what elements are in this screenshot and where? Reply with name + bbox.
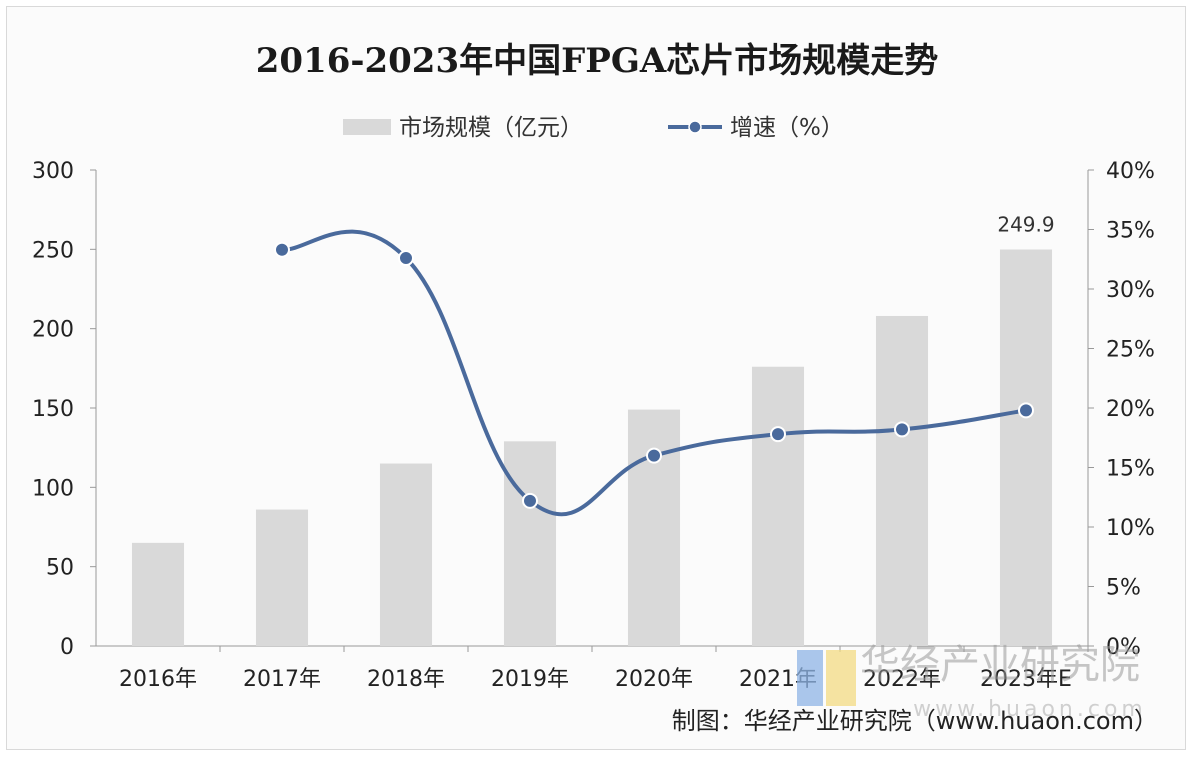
left-tick-label: 0	[60, 635, 74, 660]
left-tick-label: 150	[32, 397, 74, 422]
watermark-url: www.huaon.com	[913, 697, 1147, 722]
growth-marker	[522, 492, 538, 509]
x-tick-label: 2019年	[491, 667, 569, 692]
right-tick-label: 5%	[1106, 576, 1141, 601]
growth-marker	[894, 421, 910, 438]
bar	[255, 509, 309, 646]
legend-line-marker	[688, 120, 702, 134]
right-tick-label: 30%	[1106, 278, 1155, 303]
legend-line-label: 增速（%）	[730, 115, 844, 141]
right-tick-label: 40%	[1106, 159, 1155, 184]
data-label-2023: 249.9	[997, 212, 1054, 236]
right-tick-label: 0%	[1106, 635, 1141, 660]
growth-marker	[398, 250, 414, 267]
bar	[875, 315, 929, 646]
bar	[379, 463, 433, 646]
source-note: 制图：华经产业研究院（www.huaon.com）	[672, 707, 1158, 735]
growth-marker	[274, 241, 290, 258]
bar	[627, 409, 681, 646]
right-tick-label: 20%	[1106, 397, 1155, 422]
x-tick-label: 2018年	[367, 667, 445, 692]
right-axis-ticks: 0% 5% 10% 15% 20% 25% 30% 35% 40%	[1088, 159, 1155, 660]
watermark-logo	[797, 650, 856, 706]
growth-marker	[1018, 402, 1034, 419]
left-tick-label: 300	[32, 159, 74, 184]
right-tick-label: 15%	[1106, 457, 1155, 482]
bars	[131, 249, 1053, 646]
x-tick-label: 2016年	[119, 667, 197, 692]
x-tick-label: 2020年	[615, 667, 693, 692]
chart-title: 2016-2023年中国FPGA芯片市场规模走势	[256, 41, 939, 81]
chart-frame	[6, 6, 1186, 750]
left-tick-label: 100	[32, 476, 74, 501]
x-tick-label: 2022年	[863, 667, 941, 692]
bar	[503, 441, 557, 646]
right-tick-label: 10%	[1106, 516, 1155, 541]
left-tick-label: 50	[46, 556, 74, 581]
left-tick-label: 200	[32, 318, 74, 343]
growth-marker	[770, 426, 786, 443]
x-tick-label: 2017年	[243, 667, 321, 692]
watermark-text: 华经产业研究院	[860, 642, 1140, 688]
right-tick-label: 35%	[1106, 219, 1155, 244]
bar	[999, 249, 1053, 646]
bar	[751, 366, 805, 646]
x-tick-label: 2023年E	[980, 667, 1072, 692]
legend-bar-swatch	[343, 119, 391, 135]
legend: 市场规模（亿元） 增速（%）	[343, 115, 844, 141]
growth-markers	[274, 241, 1034, 509]
left-axis-ticks: 0 50 100 150 200 250 300	[32, 159, 96, 660]
bar	[131, 542, 185, 646]
legend-bar-label: 市场规模（亿元）	[399, 115, 583, 141]
growth-marker	[646, 447, 662, 464]
right-tick-label: 25%	[1106, 338, 1155, 363]
left-tick-label: 250	[32, 238, 74, 263]
